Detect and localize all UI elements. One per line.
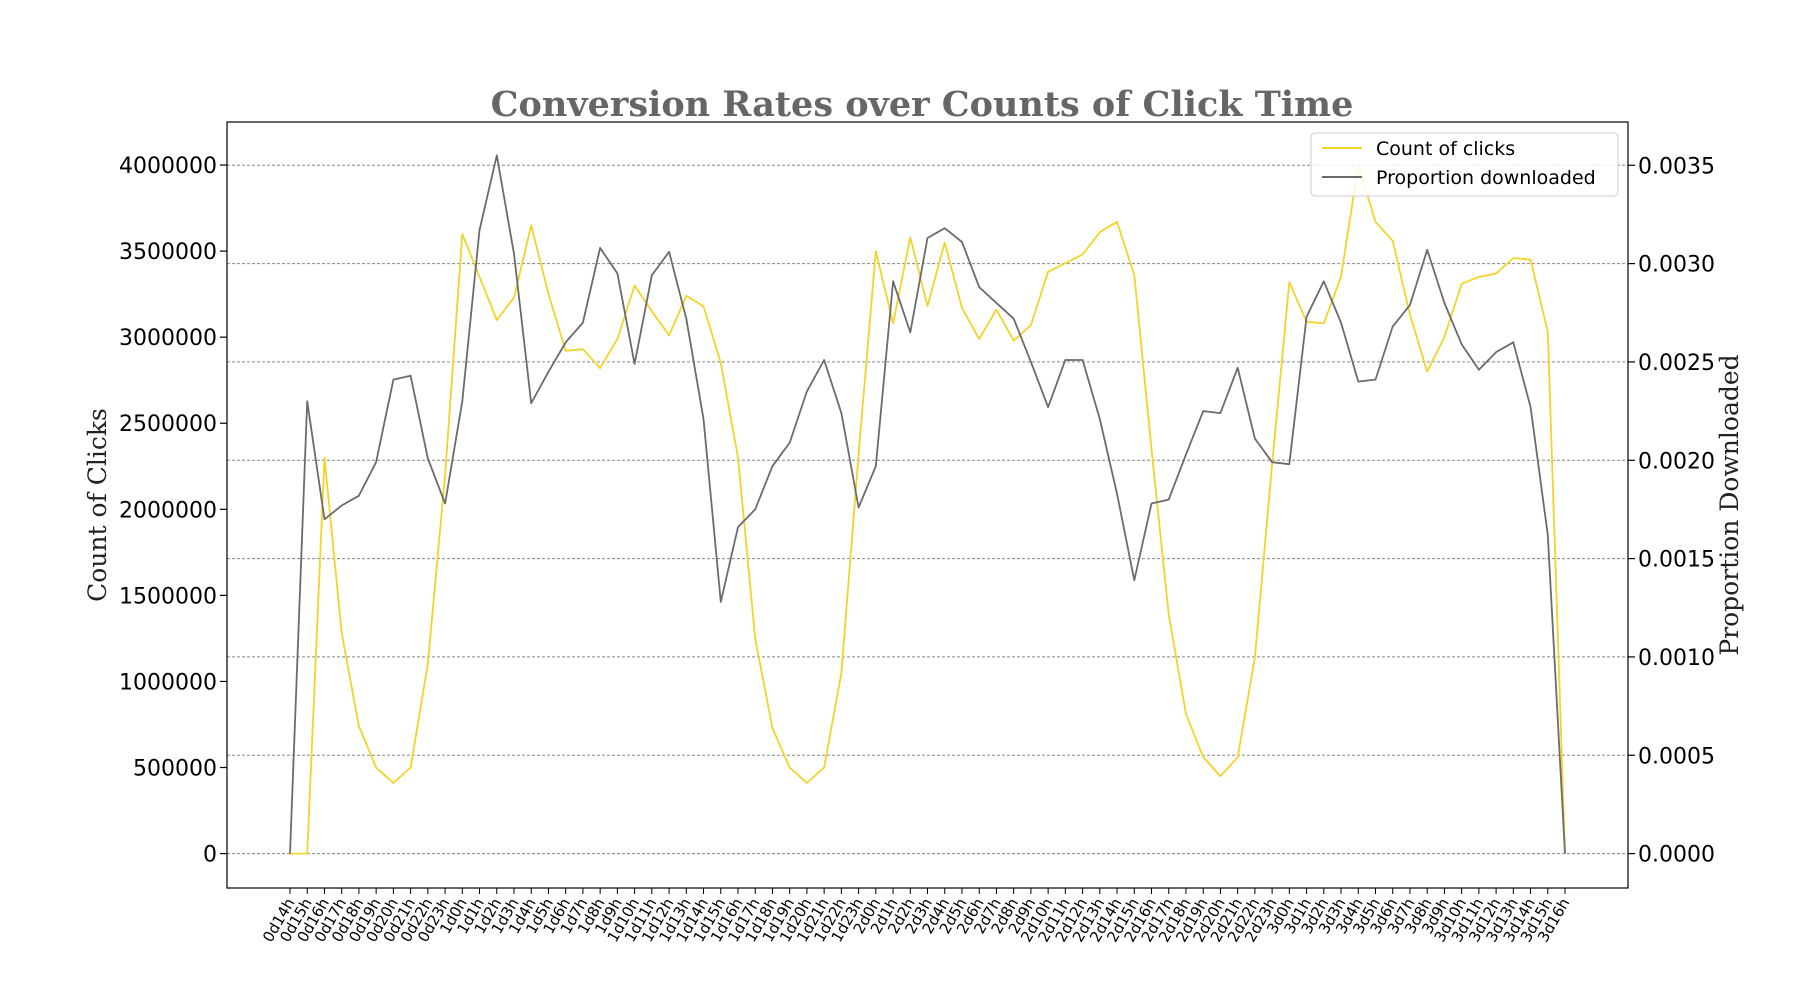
plot-frame <box>226 121 1629 889</box>
y-tick-label: 1000000 <box>119 670 217 695</box>
y-tick-label: 3000000 <box>119 326 217 351</box>
y2-tick-label: 0.0030 <box>1638 253 1715 278</box>
y-tick-label: 2500000 <box>119 412 217 437</box>
y-tick-label: 500000 <box>133 757 217 782</box>
y-tick-label: 3500000 <box>119 240 217 265</box>
y2-tick-label: 0.0010 <box>1638 646 1715 671</box>
y2-tick-label: 0.0020 <box>1638 449 1715 474</box>
y-axis-label: Count of Clicks <box>83 408 112 602</box>
y-tick-label: 1500000 <box>119 584 217 609</box>
y2-tick-label: 0.0005 <box>1638 744 1715 769</box>
y2-tick-label: 0.0035 <box>1638 154 1715 179</box>
y-tick-label: 2000000 <box>119 498 217 523</box>
legend: Count of clicks Proportion downloaded <box>1310 132 1619 197</box>
legend-label-clicks: Count of clicks <box>1376 138 1515 160</box>
y-axis-left: 0 500000 1000000 1500000 2000000 2500000 30000… <box>119 154 227 868</box>
series-line-count-of-clicks <box>290 164 1566 855</box>
chart-title: Conversion Rates over Counts of Click Ti… <box>491 84 1354 125</box>
gridlines <box>227 164 1628 855</box>
series-lines <box>289 154 1566 855</box>
legend-label-proportion: Proportion downloaded <box>1376 167 1596 189</box>
y-tick-label: 4000000 <box>119 154 217 179</box>
y-tick-label: 0 <box>203 843 217 868</box>
y2-axis-label: Proportion Downloaded <box>1715 354 1744 655</box>
y2-tick-label: 0.0015 <box>1638 548 1715 573</box>
series-line-proportion-downloaded <box>289 154 1566 854</box>
y2-tick-label: 0.0000 <box>1638 843 1715 868</box>
y-axis-right: 0.0000 0.0005 0.0010 0.0015 0.0020 0.0025 0.00… <box>1628 154 1715 868</box>
y2-tick-label: 0.0025 <box>1638 351 1715 376</box>
x-axis: 0d14h0d15h0d16h0d17h0d18h0d19h0d20h0d21h… <box>259 888 1573 945</box>
legend-box <box>1310 132 1619 197</box>
